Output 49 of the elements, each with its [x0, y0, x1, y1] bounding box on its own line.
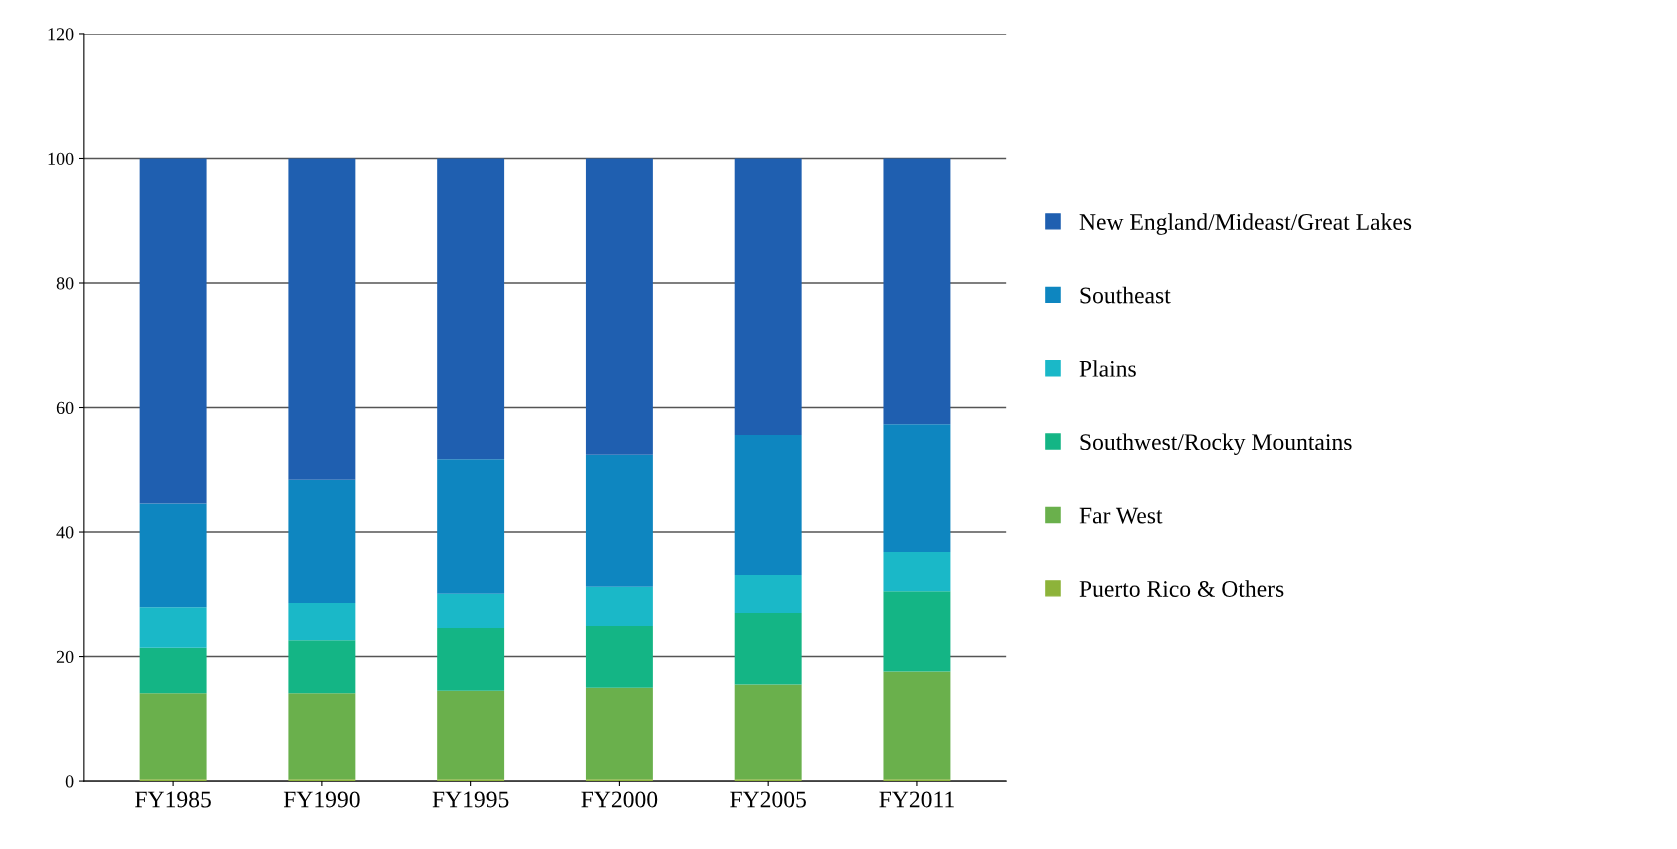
bar	[585, 586, 653, 627]
bar	[883, 551, 951, 592]
bar	[288, 603, 356, 641]
x-tick-label: FY2000	[581, 791, 658, 808]
bar	[139, 503, 207, 608]
bar	[437, 690, 505, 780]
y-tick-label: 80	[56, 277, 74, 290]
legend-label: Puerto Rico & Others	[1079, 580, 1284, 597]
x-tick-label: FY1985	[135, 791, 211, 808]
x-tick-label: FY1990	[283, 791, 360, 808]
y-tick-label: 20	[56, 650, 74, 663]
y-tick-label: 60	[56, 401, 74, 414]
bar	[288, 479, 356, 604]
bar	[734, 575, 802, 613]
bar	[883, 158, 951, 425]
bar	[734, 612, 802, 685]
bar	[139, 158, 207, 504]
bar	[139, 693, 207, 780]
bar	[437, 627, 505, 691]
bar	[585, 454, 653, 587]
bar	[288, 640, 356, 694]
bar	[585, 687, 653, 780]
bar	[437, 158, 505, 460]
legend-label: New England/Mideast/Great Lakes	[1079, 213, 1412, 235]
y-tick-label: 100	[48, 152, 74, 165]
bar	[437, 459, 505, 594]
bar	[139, 647, 207, 694]
y-tick-label: 120	[48, 28, 74, 41]
legend-label: Plains	[1079, 360, 1136, 377]
x-tick-label: FY2005	[730, 791, 806, 808]
bar	[288, 693, 356, 780]
x-tick-label: FY2011	[879, 791, 954, 808]
bar	[883, 424, 951, 552]
bar	[585, 158, 653, 455]
y-tick-label: 40	[56, 526, 74, 539]
bar	[585, 626, 653, 688]
bar	[883, 591, 951, 672]
x-tick-label: FY1995	[432, 791, 509, 808]
bar	[437, 593, 505, 628]
legend-label: Far West	[1079, 507, 1163, 524]
bar	[734, 434, 802, 575]
bar	[139, 607, 207, 648]
y-tick-label: 0	[65, 775, 74, 788]
bar	[883, 671, 951, 780]
bar	[288, 158, 356, 480]
bar	[734, 158, 802, 435]
legend-label: Southeast	[1080, 286, 1171, 304]
bar	[734, 684, 802, 780]
legend-label: Southwest/Rocky Mountains	[1080, 433, 1352, 455]
